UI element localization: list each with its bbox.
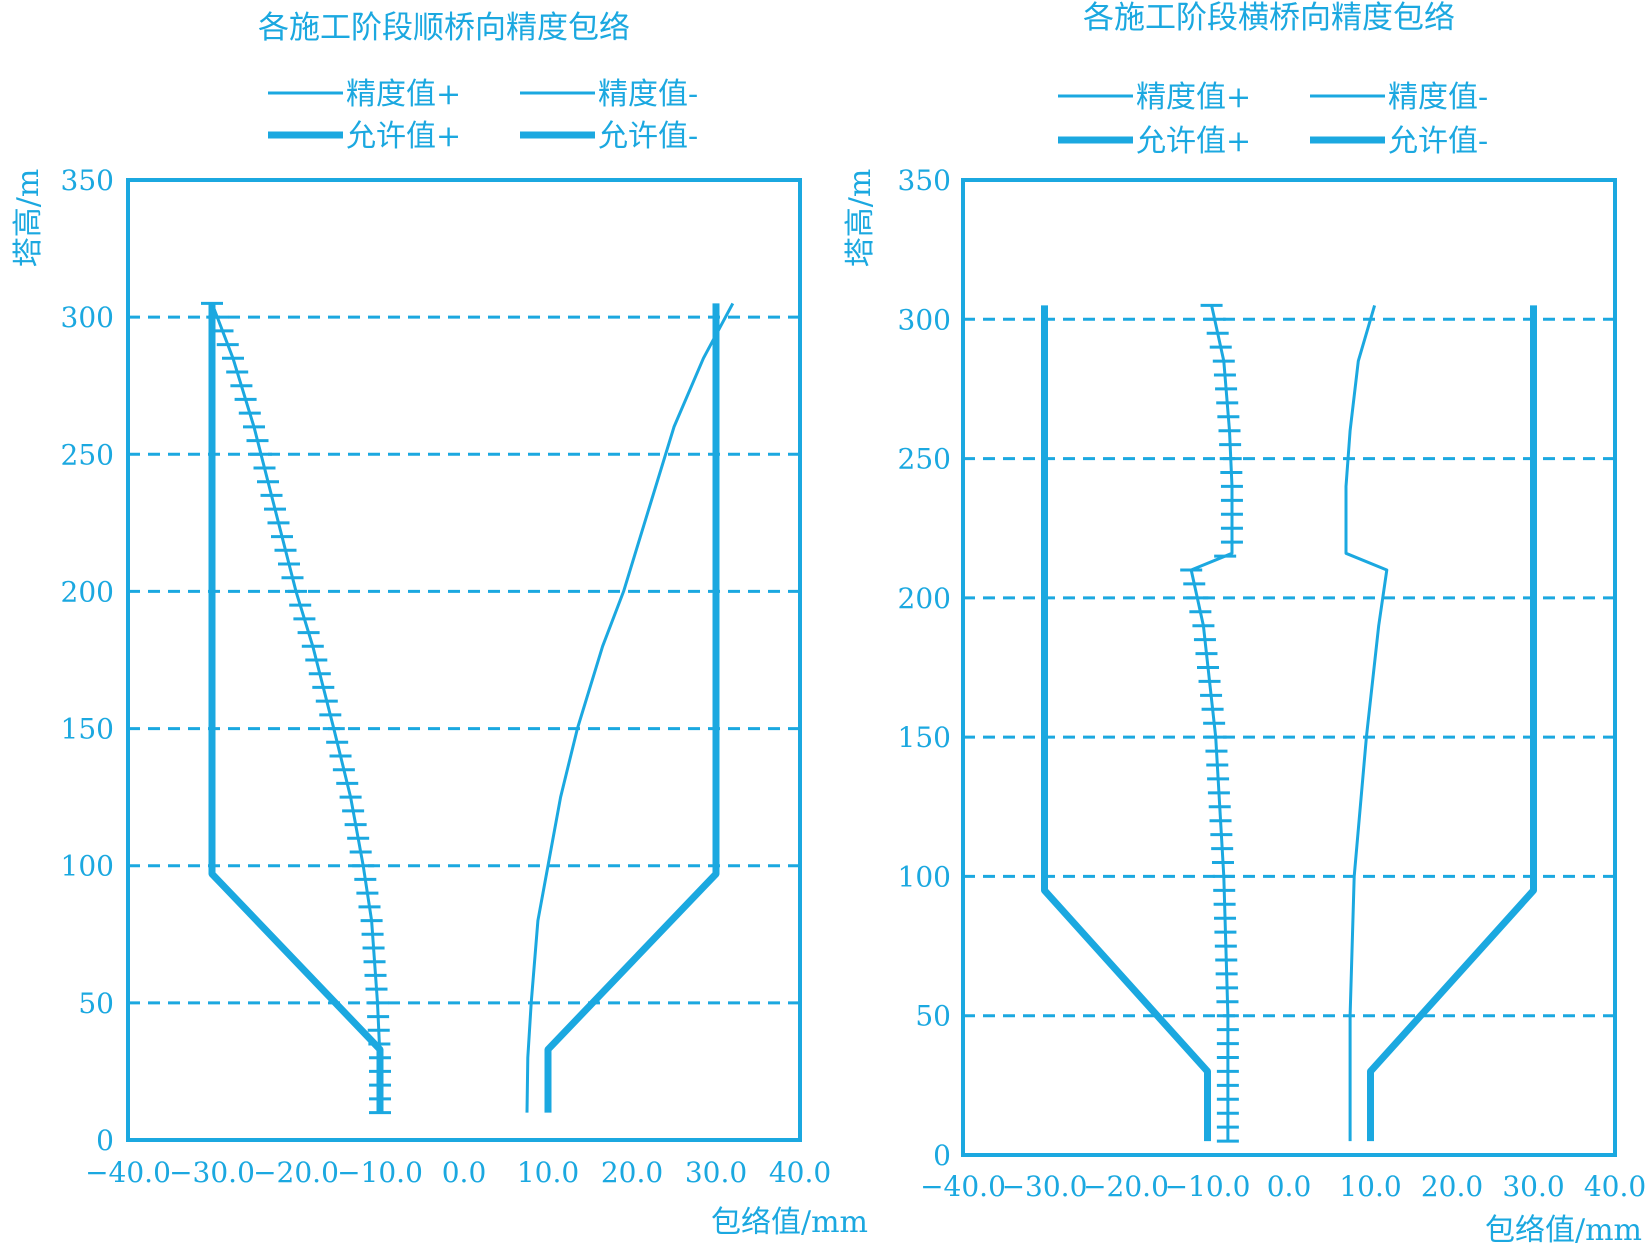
chart-title: 各施工阶段横桥向精度包络	[1083, 0, 1455, 36]
y-tick-label: 200	[898, 582, 951, 615]
x-tick-label: 10.0	[517, 1156, 579, 1189]
legend-label: 允许值-	[1388, 124, 1488, 159]
x-tick-label: 30.0	[1502, 1170, 1564, 1203]
y-tick-label: 300	[61, 301, 114, 334]
y-tick-label: 200	[61, 575, 114, 608]
y-tick-label: 100	[61, 850, 114, 883]
x-tick-label: 30.0	[685, 1156, 747, 1189]
x-tick-label: −40.0	[85, 1156, 171, 1189]
plot-frame	[126, 178, 802, 1142]
y-tick-label: 0	[96, 1124, 114, 1157]
y-tick-label: 100	[898, 860, 951, 893]
x-tick-label: −10.0	[337, 1156, 423, 1189]
y-tick-label: 300	[898, 303, 951, 336]
y-tick-label: 50	[915, 1000, 951, 1033]
chart-title: 各施工阶段顺桥向精度包络	[258, 10, 630, 46]
series-line	[544, 303, 720, 1113]
series-ticks	[1180, 303, 1243, 1143]
x-tick-label: −30.0	[1002, 1170, 1088, 1203]
x-axis-label: 包络值/mm	[1485, 1213, 1642, 1245]
legend-label: 精度值+	[346, 77, 461, 112]
y-tick-label: 150	[898, 721, 951, 754]
legend-label: 允许值-	[598, 119, 698, 154]
x-axis-label: 包络值/mm	[711, 1205, 868, 1240]
x-tick-label: 20.0	[1421, 1170, 1483, 1203]
series-line	[208, 303, 384, 1113]
series-line	[1344, 304, 1389, 1142]
series-line	[525, 302, 735, 1113]
y-tick-label: 250	[61, 438, 114, 471]
x-tick-label: 40.0	[1584, 1170, 1646, 1203]
x-tick-label: −20.0	[1083, 1170, 1169, 1203]
x-tick-label: −10.0	[1165, 1170, 1251, 1203]
legend-label: 允许值+	[1136, 124, 1251, 159]
y-axis-label: 塔高/m	[843, 169, 878, 268]
x-tick-label: 40.0	[769, 1156, 831, 1189]
x-tick-label: −40.0	[920, 1170, 1006, 1203]
y-tick-label: 350	[898, 164, 951, 197]
plot-frame	[961, 178, 1617, 1157]
y-tick-label: 0	[933, 1139, 951, 1172]
x-tick-label: −20.0	[253, 1156, 339, 1189]
legend-label: 精度值-	[1388, 80, 1488, 115]
y-tick-label: 350	[61, 164, 114, 197]
x-tick-label: 0.0	[1267, 1170, 1312, 1203]
legend-label: 精度值+	[1136, 80, 1251, 115]
series-line	[1367, 305, 1537, 1142]
x-tick-label: −30.0	[169, 1156, 255, 1189]
y-tick-label: 50	[78, 987, 114, 1020]
x-tick-label: 0.0	[442, 1156, 487, 1189]
series-line	[210, 302, 382, 1113]
y-tick-label: 150	[61, 713, 114, 746]
legend-label: 精度值-	[598, 77, 698, 112]
series-ticks	[201, 301, 391, 1115]
y-tick-label: 250	[898, 443, 951, 476]
legend-label: 允许值+	[346, 119, 461, 154]
y-axis-label: 塔高/m	[11, 169, 46, 268]
x-tick-label: 20.0	[601, 1156, 663, 1189]
series-line	[1041, 305, 1211, 1142]
x-tick-label: 10.0	[1339, 1170, 1401, 1203]
